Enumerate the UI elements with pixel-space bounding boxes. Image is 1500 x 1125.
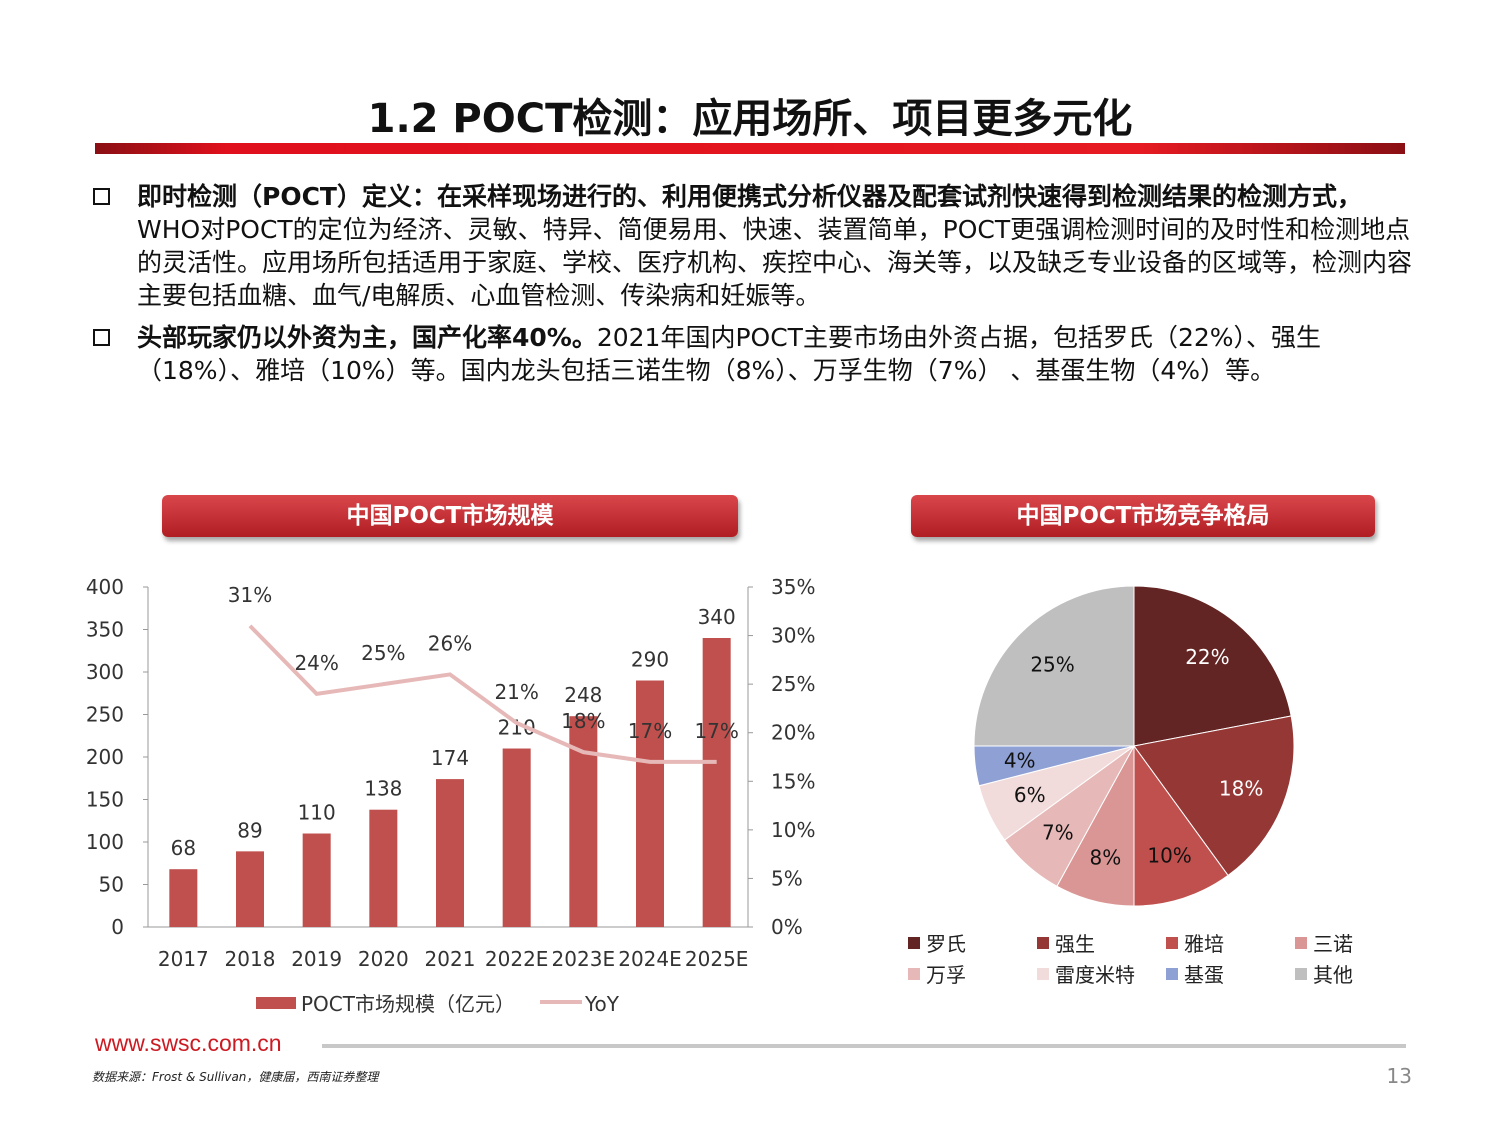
pie-slice-label: 22%	[1185, 645, 1229, 669]
x-tick-label: 2018	[225, 947, 276, 971]
legend-bar-label: POCT市场规模（亿元）	[301, 992, 515, 1016]
right-tick-label: 25%	[771, 672, 815, 696]
square-bullet-icon	[93, 329, 110, 346]
bar-value-label: 110	[298, 801, 336, 825]
bullet-text: WHO对POCT的定位为经济、灵敏、特异、简便易用、快速、装置简单，POCT更强…	[137, 215, 1413, 310]
x-tick-label: 2017	[158, 947, 209, 971]
bar	[236, 851, 264, 927]
pie-slice-罗氏	[1133, 585, 1292, 747]
pie-slice-label: 18%	[1219, 776, 1263, 800]
legend-label: 罗氏	[926, 932, 966, 956]
yoy-label: 31%	[228, 583, 272, 607]
pie-slice-其他	[973, 585, 1135, 747]
bar	[636, 680, 664, 927]
left-tick-label: 400	[86, 575, 124, 599]
pie-slice-label: 8%	[1089, 846, 1121, 870]
bullet-poct-definition: 即时检测（POCT）定义：在采样现场进行的、利用便携式分析仪器及配套试剂快速得到…	[93, 180, 1413, 312]
yoy-label: 17%	[628, 719, 672, 743]
legend-label: 万孚	[926, 963, 966, 987]
legend-swatch	[1295, 937, 1307, 949]
pie-slice-label: 7%	[1042, 820, 1074, 844]
legend-bar-swatch	[256, 997, 296, 1009]
right-tick-label: 20%	[771, 721, 815, 745]
legend-swatch	[1037, 937, 1049, 949]
bar-value-label: 89	[237, 818, 262, 842]
right-tick-label: 0%	[771, 915, 803, 939]
pie-slice-label: 6%	[1014, 783, 1046, 807]
bar	[302, 833, 331, 927]
left-tick-label: 50	[99, 873, 124, 897]
yoy-label: 17%	[694, 719, 738, 743]
legend-label: 三诺	[1313, 932, 1353, 956]
legend-swatch	[1166, 937, 1178, 949]
legend-label: 雅培	[1184, 932, 1224, 956]
right-tick-label: 35%	[771, 575, 815, 599]
left-tick-label: 200	[86, 745, 124, 769]
bar-value-label: 68	[171, 836, 196, 860]
legend-swatch	[1037, 968, 1049, 980]
x-tick-label: 2024E	[618, 947, 682, 971]
left-tick-label: 100	[86, 830, 124, 854]
legend-swatch	[908, 968, 920, 980]
legend-label: 强生	[1055, 932, 1095, 956]
bar-value-label: 174	[431, 746, 469, 770]
title-underline	[95, 143, 1405, 154]
left-tick-label: 300	[86, 660, 124, 684]
pie-slice-label: 25%	[1030, 653, 1074, 677]
legend-line-label: YoY	[584, 992, 620, 1016]
legend-swatch	[1166, 968, 1178, 980]
pie-slice-label: 4%	[1004, 748, 1036, 772]
bar	[169, 869, 198, 927]
footer-url[interactable]: www.swsc.com.cn	[95, 1030, 282, 1056]
pie-slice-雅培	[1133, 744, 1229, 907]
legend-label: 基蛋	[1184, 963, 1224, 987]
page-number: 13	[1386, 1064, 1412, 1088]
pie-chart-title: 中国POCT市场竞争格局	[911, 495, 1375, 537]
legend-swatch	[1295, 968, 1307, 980]
bar-value-label: 138	[364, 777, 402, 801]
yoy-label: 26%	[428, 631, 472, 655]
yoy-label: 18%	[561, 709, 605, 733]
right-tick-label: 10%	[771, 818, 815, 842]
right-tick-label: 30%	[771, 624, 815, 648]
left-tick-label: 250	[86, 703, 124, 727]
yoy-label: 24%	[294, 651, 338, 675]
x-tick-label: 2022E	[485, 947, 549, 971]
bar	[369, 809, 398, 927]
yoy-label: 21%	[494, 680, 538, 704]
bar	[502, 748, 531, 927]
right-tick-label: 5%	[771, 866, 803, 890]
left-tick-label: 150	[86, 788, 124, 812]
yoy-label: 25%	[361, 641, 405, 665]
x-tick-label: 2020	[358, 947, 409, 971]
bar	[702, 638, 731, 927]
legend-label: 雷度米特	[1055, 963, 1135, 987]
x-tick-label: 2023E	[552, 947, 616, 971]
left-tick-label: 0	[111, 915, 124, 939]
bar-value-label: 248	[564, 683, 602, 707]
bar-value-label: 290	[631, 648, 669, 672]
yoy-line	[248, 624, 717, 764]
bar-value-label: 340	[698, 605, 736, 629]
bar-chart-title: 中国POCT市场规模	[162, 495, 738, 537]
bullet-bold: 头部玩家仍以外资为主，国产化率40%。	[137, 323, 597, 352]
pie-slice-强生	[1133, 715, 1295, 877]
footer-divider	[322, 1044, 1406, 1048]
legend-label: 其他	[1313, 963, 1353, 987]
data-source: 数据来源：Frost & Sullivan，健康届，西南证券整理	[92, 1070, 379, 1084]
x-tick-label: 2019	[291, 947, 342, 971]
right-tick-label: 15%	[771, 769, 815, 793]
page-title: 1.2 POCT检测：应用场所、项目更多元化	[367, 96, 1133, 142]
bullet-market-players: 头部玩家仍以外资为主，国产化率40%。2021年国内POCT主要市场由外资占据，…	[93, 321, 1413, 387]
bar	[436, 779, 464, 927]
legend-swatch	[908, 937, 920, 949]
square-bullet-icon	[93, 188, 110, 205]
bullet-text: 2021年国内POCT主要市场由外资占据，包括罗氏（22%）、强生（18%）、雅…	[137, 323, 1322, 385]
bullet-bold: 即时检测（POCT）定义：在采样现场进行的、利用便携式分析仪器及配套试剂快速得到…	[137, 182, 1362, 211]
left-tick-label: 350	[86, 618, 124, 642]
x-tick-label: 2021	[425, 947, 476, 971]
x-tick-label: 2025E	[685, 947, 749, 971]
pie-slice-label: 10%	[1147, 844, 1191, 868]
